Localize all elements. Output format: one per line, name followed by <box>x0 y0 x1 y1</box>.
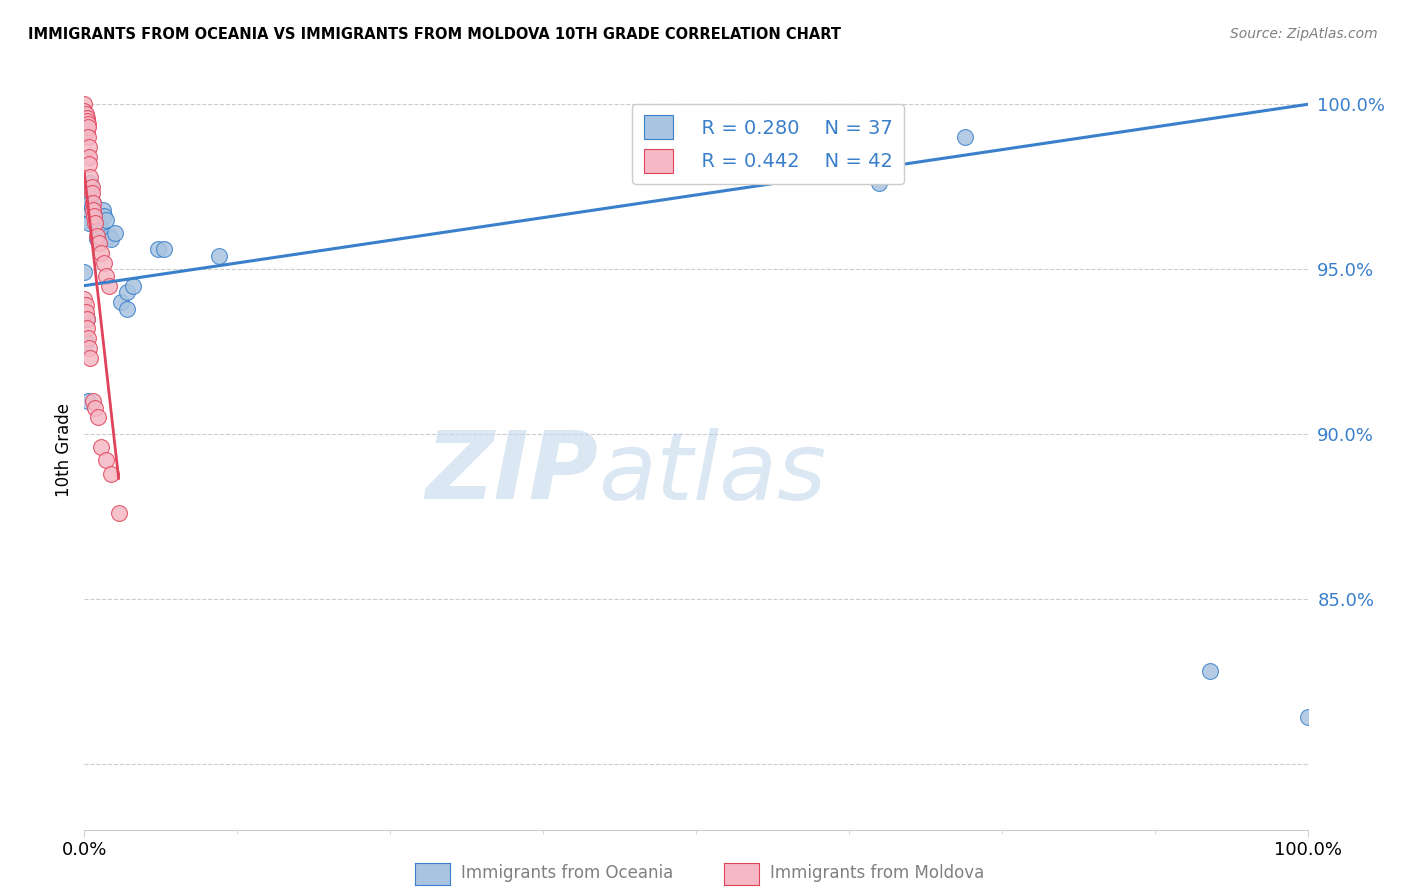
Point <box>77 189 100 203</box>
Point <box>83 210 105 224</box>
Legend:   R = 0.280    N = 37,   R = 0.442    N = 42: R = 0.280 N = 37, R = 0.442 N = 42 <box>633 103 904 185</box>
Point <box>82 196 104 211</box>
Point <box>77 216 100 230</box>
Point <box>153 243 176 257</box>
Point <box>73 292 96 306</box>
Point <box>84 210 107 224</box>
Point <box>96 268 118 283</box>
Point <box>79 177 101 191</box>
Point <box>80 200 103 214</box>
Point <box>75 107 97 121</box>
Point <box>76 111 98 125</box>
Point <box>87 410 110 425</box>
Point <box>76 311 98 326</box>
Point <box>87 210 110 224</box>
Point <box>73 103 96 118</box>
Point <box>93 255 115 269</box>
Point <box>96 212 118 227</box>
Point <box>77 150 100 164</box>
Point <box>96 453 118 467</box>
Point <box>75 212 97 227</box>
Point <box>77 394 100 409</box>
Point <box>84 216 107 230</box>
Point <box>77 341 100 355</box>
Point <box>84 401 107 415</box>
Point <box>75 305 97 319</box>
Point <box>104 226 127 240</box>
Point <box>953 130 976 145</box>
Point <box>86 229 108 244</box>
Point <box>90 440 112 454</box>
Point <box>97 229 120 244</box>
Text: Immigrants from Oceania: Immigrants from Oceania <box>461 864 673 882</box>
Point <box>76 196 98 211</box>
Point <box>122 278 145 293</box>
Point <box>146 243 169 257</box>
Y-axis label: 10th Grade: 10th Grade <box>55 403 73 498</box>
Point <box>82 196 104 211</box>
Point <box>1296 710 1319 724</box>
Point <box>75 334 97 349</box>
Point <box>208 249 231 263</box>
Point <box>77 179 100 194</box>
Point <box>79 351 101 366</box>
Text: IMMIGRANTS FROM OCEANIA VS IMMIGRANTS FROM MOLDOVA 10TH GRADE CORRELATION CHART: IMMIGRANTS FROM OCEANIA VS IMMIGRANTS FR… <box>28 27 841 42</box>
Point <box>115 285 138 300</box>
Point <box>75 298 97 312</box>
Point <box>77 156 100 170</box>
Point <box>97 278 120 293</box>
Point <box>90 245 112 260</box>
Point <box>83 202 105 217</box>
Point <box>76 311 98 326</box>
Point <box>87 216 110 230</box>
Text: Source: ZipAtlas.com: Source: ZipAtlas.com <box>1230 27 1378 41</box>
Point <box>75 113 97 128</box>
Point <box>107 506 129 520</box>
Point <box>93 210 115 224</box>
Point <box>76 321 98 335</box>
Point <box>73 265 96 279</box>
Point <box>87 235 110 250</box>
Point <box>86 232 108 246</box>
Point <box>76 113 98 128</box>
Point <box>77 130 100 145</box>
Point <box>1198 665 1220 679</box>
Point <box>77 140 100 154</box>
Point <box>77 202 100 217</box>
Point <box>91 202 114 217</box>
Point <box>77 117 100 131</box>
Point <box>100 232 122 246</box>
Point <box>77 120 100 135</box>
Point <box>79 169 101 184</box>
Point <box>79 196 101 211</box>
Point <box>76 124 98 138</box>
Text: ZIP: ZIP <box>425 427 598 519</box>
Point <box>82 394 104 409</box>
Point <box>80 179 103 194</box>
Point <box>110 295 132 310</box>
Point <box>80 186 103 201</box>
Point <box>82 202 104 217</box>
Point <box>89 219 111 234</box>
Point <box>73 97 96 112</box>
Point <box>869 177 891 191</box>
Text: atlas: atlas <box>598 427 827 519</box>
Point <box>100 467 122 481</box>
Point <box>115 301 138 316</box>
Point <box>75 111 97 125</box>
Text: Immigrants from Moldova: Immigrants from Moldova <box>770 864 984 882</box>
Point <box>77 331 100 345</box>
